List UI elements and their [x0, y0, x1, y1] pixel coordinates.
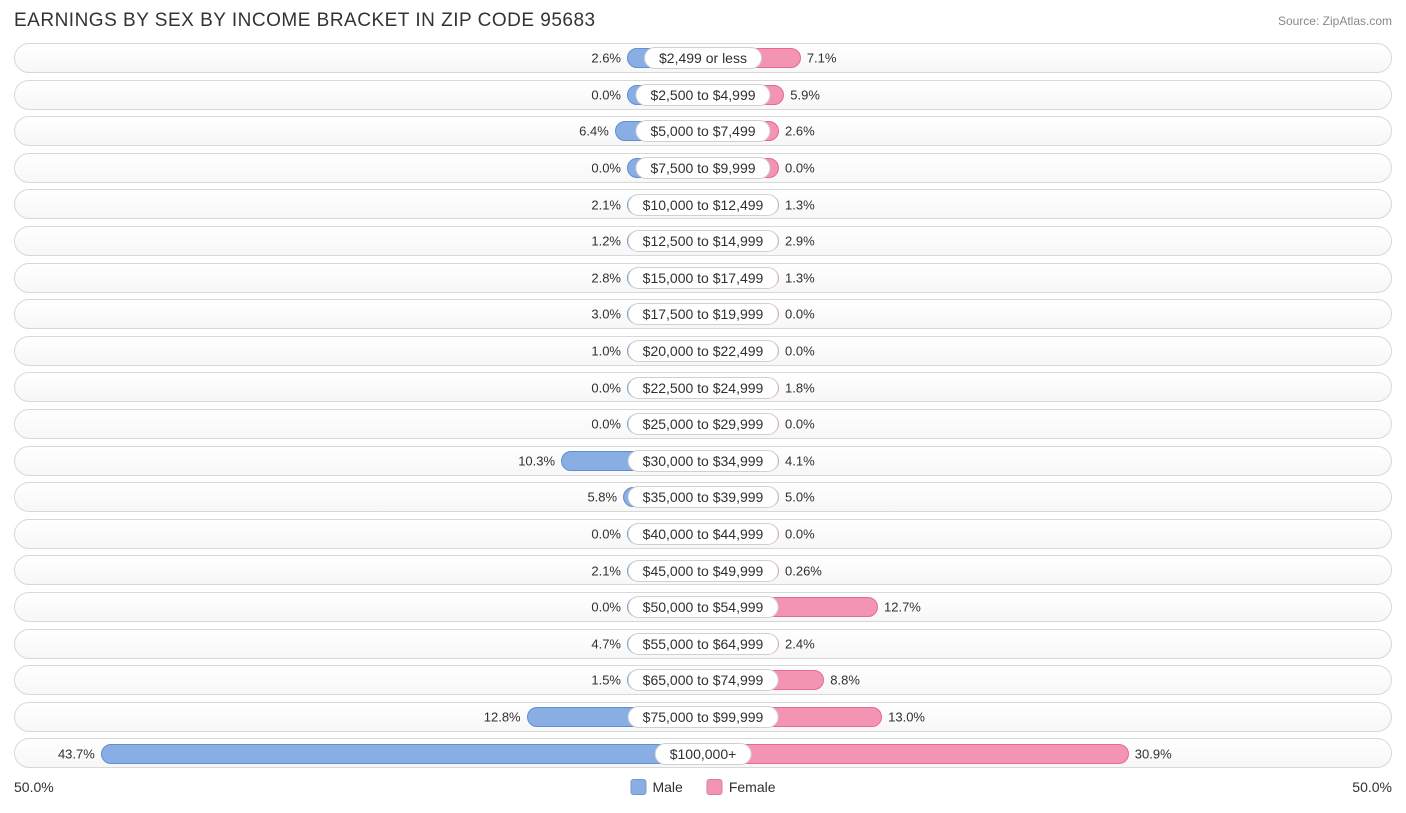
chart-row: $65,000 to $74,999 1.5% 8.8% — [14, 662, 1392, 699]
axis-label-left: 50.0% — [14, 779, 54, 795]
bracket-label: $50,000 to $54,999 — [628, 596, 779, 618]
male-pct-label: 0.0% — [591, 87, 621, 102]
female-pct-label: 0.0% — [785, 344, 815, 359]
legend-label-female: Female — [729, 779, 776, 795]
bracket-label: $22,500 to $24,999 — [628, 377, 779, 399]
chart-row: $100,000+ 43.7% 30.9% — [14, 735, 1392, 772]
female-pct-label: 0.0% — [785, 417, 815, 432]
chart-row: $55,000 to $64,999 4.7% 2.4% — [14, 626, 1392, 663]
chart-row: $30,000 to $34,999 10.3% 4.1% — [14, 443, 1392, 480]
bracket-label: $15,000 to $17,499 — [628, 267, 779, 289]
female-pct-label: 1.3% — [785, 197, 815, 212]
bracket-label: $55,000 to $64,999 — [628, 633, 779, 655]
male-pct-label: 0.0% — [591, 417, 621, 432]
male-bar — [101, 744, 703, 764]
female-bar — [703, 744, 1129, 764]
female-pct-label: 13.0% — [888, 709, 925, 724]
bracket-label: $17,500 to $19,999 — [628, 303, 779, 325]
legend-label-male: Male — [652, 779, 682, 795]
chart-row: $2,499 or less 2.6% 7.1% — [14, 40, 1392, 77]
female-pct-label: 30.9% — [1135, 746, 1172, 761]
bracket-label: $12,500 to $14,999 — [628, 230, 779, 252]
chart-row: $12,500 to $14,999 1.2% 2.9% — [14, 223, 1392, 260]
female-pct-label: 7.1% — [807, 51, 837, 66]
male-pct-label: 4.7% — [591, 636, 621, 651]
female-pct-label: 1.3% — [785, 270, 815, 285]
chart-row: $35,000 to $39,999 5.8% 5.0% — [14, 479, 1392, 516]
female-pct-label: 1.8% — [785, 380, 815, 395]
bracket-label: $35,000 to $39,999 — [628, 486, 779, 508]
bracket-label: $20,000 to $22,499 — [628, 340, 779, 362]
bracket-label: $2,500 to $4,999 — [635, 84, 770, 106]
female-pct-label: 0.26% — [785, 563, 822, 578]
male-pct-label: 10.3% — [518, 453, 555, 468]
chart-row: $40,000 to $44,999 0.0% 0.0% — [14, 516, 1392, 553]
chart-row: $2,500 to $4,999 0.0% 5.9% — [14, 77, 1392, 114]
female-pct-label: 0.0% — [785, 527, 815, 542]
chart-row: $75,000 to $99,999 12.8% 13.0% — [14, 699, 1392, 736]
female-pct-label: 5.9% — [790, 87, 820, 102]
female-pct-label: 12.7% — [884, 600, 921, 615]
chart-row: $45,000 to $49,999 2.1% 0.26% — [14, 552, 1392, 589]
chart-row: $7,500 to $9,999 0.0% 0.0% — [14, 150, 1392, 187]
bracket-label: $10,000 to $12,499 — [628, 194, 779, 216]
male-swatch-icon — [630, 779, 646, 795]
male-pct-label: 0.0% — [591, 527, 621, 542]
male-pct-label: 12.8% — [484, 709, 521, 724]
chart-row: $20,000 to $22,499 1.0% 0.0% — [14, 333, 1392, 370]
chart-title: EARNINGS BY SEX BY INCOME BRACKET IN ZIP… — [14, 10, 596, 32]
axis-label-right: 50.0% — [1352, 779, 1392, 795]
female-pct-label: 2.9% — [785, 234, 815, 249]
male-pct-label: 1.5% — [591, 673, 621, 688]
bracket-label: $7,500 to $9,999 — [635, 157, 770, 179]
male-pct-label: 1.2% — [591, 234, 621, 249]
chart-footer: 50.0% Male Female 50.0% — [14, 779, 1392, 801]
bracket-label: $45,000 to $49,999 — [628, 560, 779, 582]
male-pct-label: 1.0% — [591, 344, 621, 359]
male-pct-label: 2.1% — [591, 197, 621, 212]
male-pct-label: 2.1% — [591, 563, 621, 578]
female-pct-label: 5.0% — [785, 490, 815, 505]
legend-item-male: Male — [630, 779, 682, 795]
bracket-label: $75,000 to $99,999 — [628, 706, 779, 728]
male-pct-label: 0.0% — [591, 380, 621, 395]
male-pct-label: 43.7% — [58, 746, 95, 761]
chart-row: $10,000 to $12,499 2.1% 1.3% — [14, 186, 1392, 223]
male-pct-label: 5.8% — [587, 490, 617, 505]
female-pct-label: 0.0% — [785, 307, 815, 322]
bracket-label: $2,499 or less — [644, 47, 762, 69]
bracket-label: $65,000 to $74,999 — [628, 669, 779, 691]
male-pct-label: 6.4% — [579, 124, 609, 139]
female-pct-label: 2.4% — [785, 636, 815, 651]
male-pct-label: 3.0% — [591, 307, 621, 322]
male-pct-label: 2.6% — [591, 51, 621, 66]
male-pct-label: 0.0% — [591, 600, 621, 615]
female-pct-label: 4.1% — [785, 453, 815, 468]
bracket-label: $25,000 to $29,999 — [628, 413, 779, 435]
chart-row: $22,500 to $24,999 0.0% 1.8% — [14, 369, 1392, 406]
male-pct-label: 2.8% — [591, 270, 621, 285]
chart-row: $50,000 to $54,999 0.0% 12.7% — [14, 589, 1392, 626]
diverging-bar-chart: $2,499 or less 2.6% 7.1% $2,500 to $4,999 0.… — [14, 40, 1392, 773]
chart-row: $15,000 to $17,499 2.8% 1.3% — [14, 260, 1392, 297]
bracket-label: $5,000 to $7,499 — [635, 120, 770, 142]
chart-row: $5,000 to $7,499 6.4% 2.6% — [14, 113, 1392, 150]
legend-item-female: Female — [707, 779, 776, 795]
female-pct-label: 8.8% — [830, 673, 860, 688]
male-pct-label: 0.0% — [591, 161, 621, 176]
source-attribution: Source: ZipAtlas.com — [1278, 14, 1392, 28]
legend: Male Female — [630, 779, 775, 795]
female-pct-label: 0.0% — [785, 161, 815, 176]
bracket-label: $100,000+ — [655, 743, 752, 765]
female-swatch-icon — [707, 779, 723, 795]
female-pct-label: 2.6% — [785, 124, 815, 139]
bracket-label: $30,000 to $34,999 — [628, 450, 779, 472]
chart-row: $17,500 to $19,999 3.0% 0.0% — [14, 296, 1392, 333]
chart-row: $25,000 to $29,999 0.0% 0.0% — [14, 406, 1392, 443]
bracket-label: $40,000 to $44,999 — [628, 523, 779, 545]
